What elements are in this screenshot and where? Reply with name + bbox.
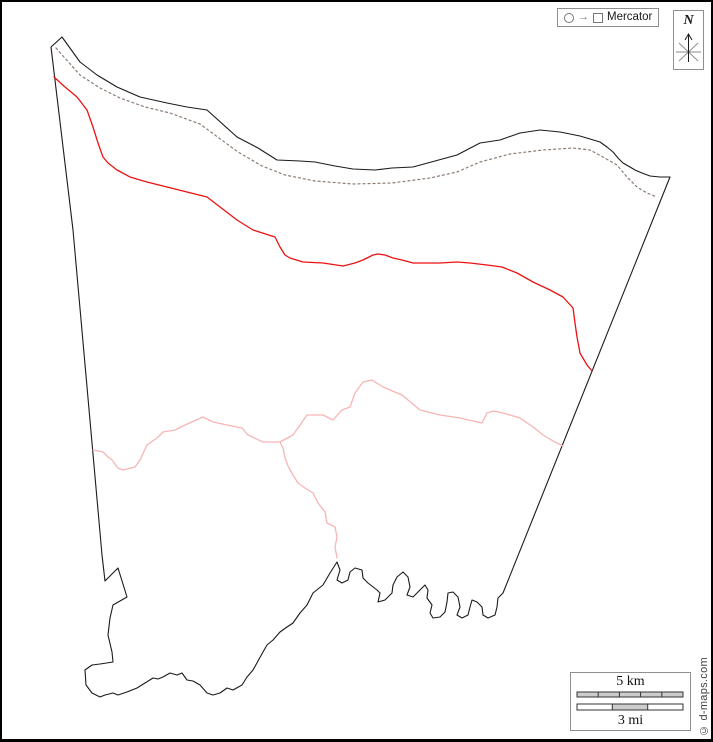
red-road-path — [53, 76, 593, 372]
county-outline-path — [50, 36, 671, 698]
projected-square-icon — [593, 12, 603, 23]
arrow-right-icon: → — [578, 11, 589, 23]
north-label: N — [683, 13, 694, 28]
km-bar — [576, 691, 684, 698]
pink-river-branch-path — [279, 441, 338, 559]
scale-km-label: 5 km — [616, 674, 645, 689]
projection-legend: → Mercator — [557, 8, 660, 27]
scale-bar: 5 km 3 mi — [570, 672, 691, 731]
dotted-boundary-path — [55, 47, 658, 198]
projection-label: Mercator — [607, 10, 653, 23]
globe-circle-icon — [564, 12, 574, 23]
pink-river-main-path — [92, 379, 564, 471]
scale-mi-label: 3 mi — [617, 713, 644, 728]
pink-river — [92, 379, 564, 559]
copyright-credit: © d-maps.com — [698, 656, 710, 736]
red-road — [53, 76, 593, 372]
scale-bars-graphic — [576, 691, 684, 711]
compass-needle-icon — [676, 33, 701, 62]
compass-rose: N — [673, 10, 704, 70]
dotted-boundary — [55, 47, 658, 198]
county-outline — [50, 36, 671, 698]
mi-bar-middle-segment — [611, 703, 649, 711]
